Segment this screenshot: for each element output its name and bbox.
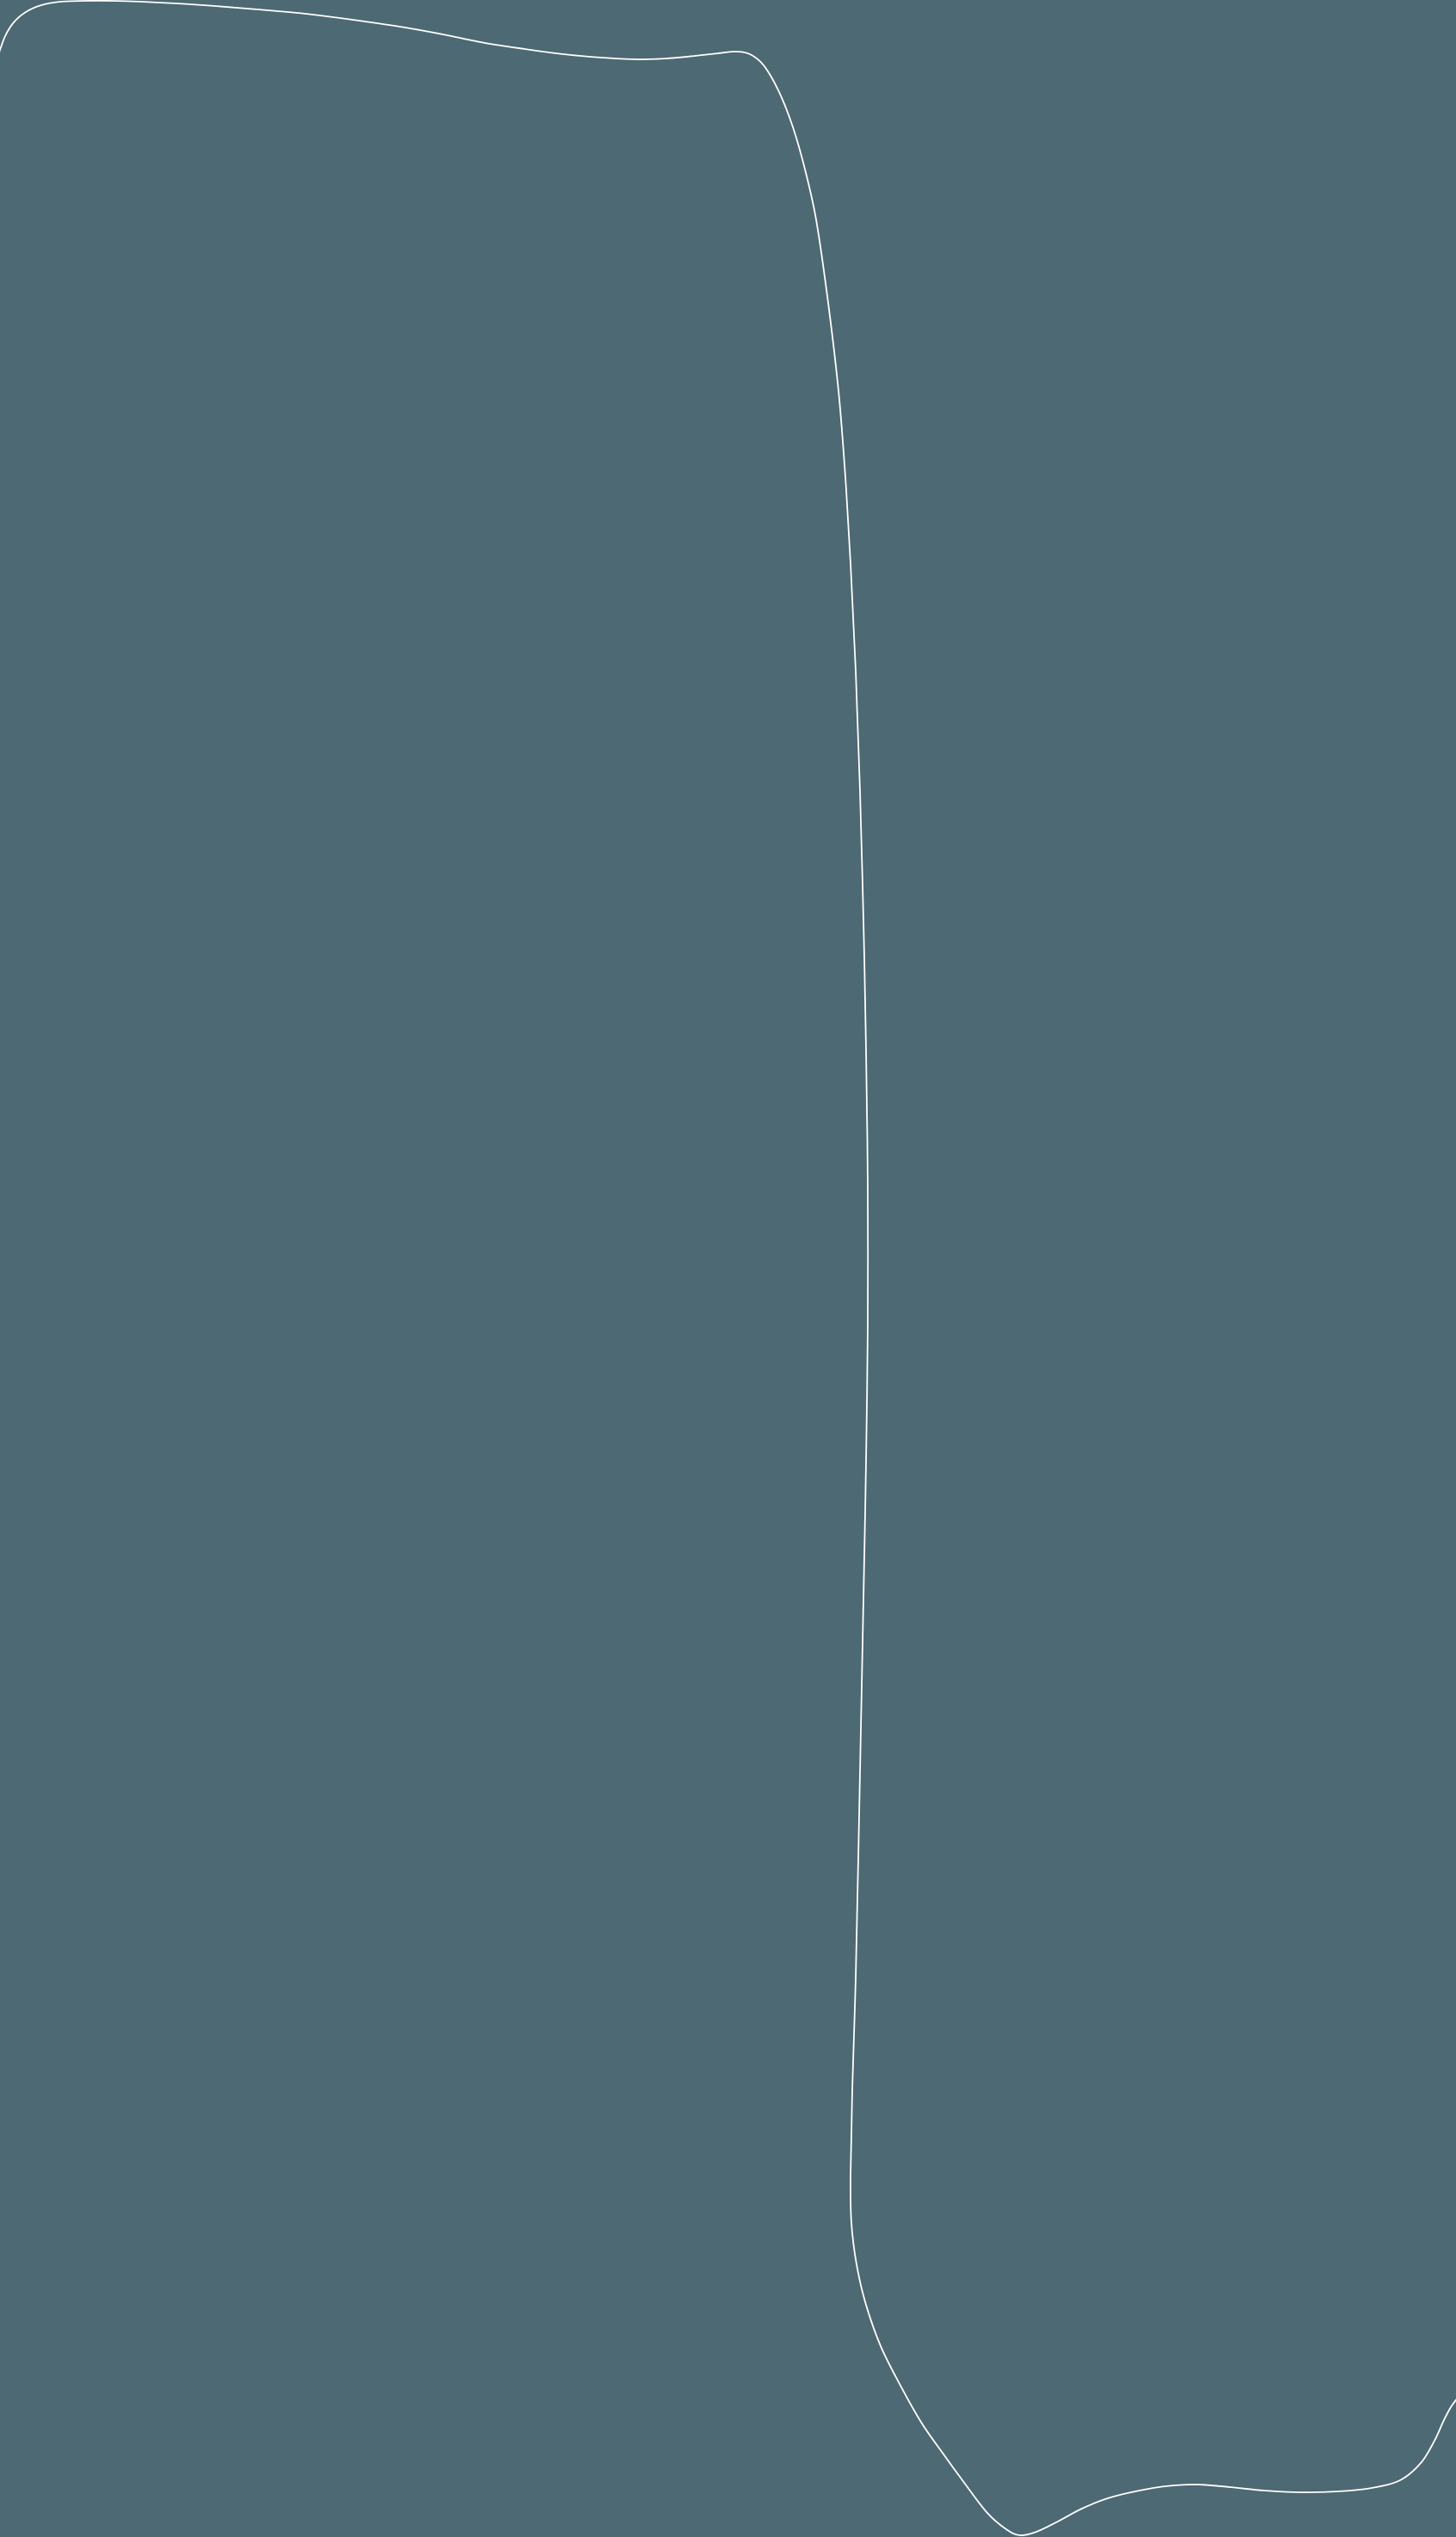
stroke-layer bbox=[0, 0, 1456, 2536]
freehand-stroke bbox=[0, 0, 1456, 2536]
drawing-canvas[interactable] bbox=[0, 0, 1456, 2537]
